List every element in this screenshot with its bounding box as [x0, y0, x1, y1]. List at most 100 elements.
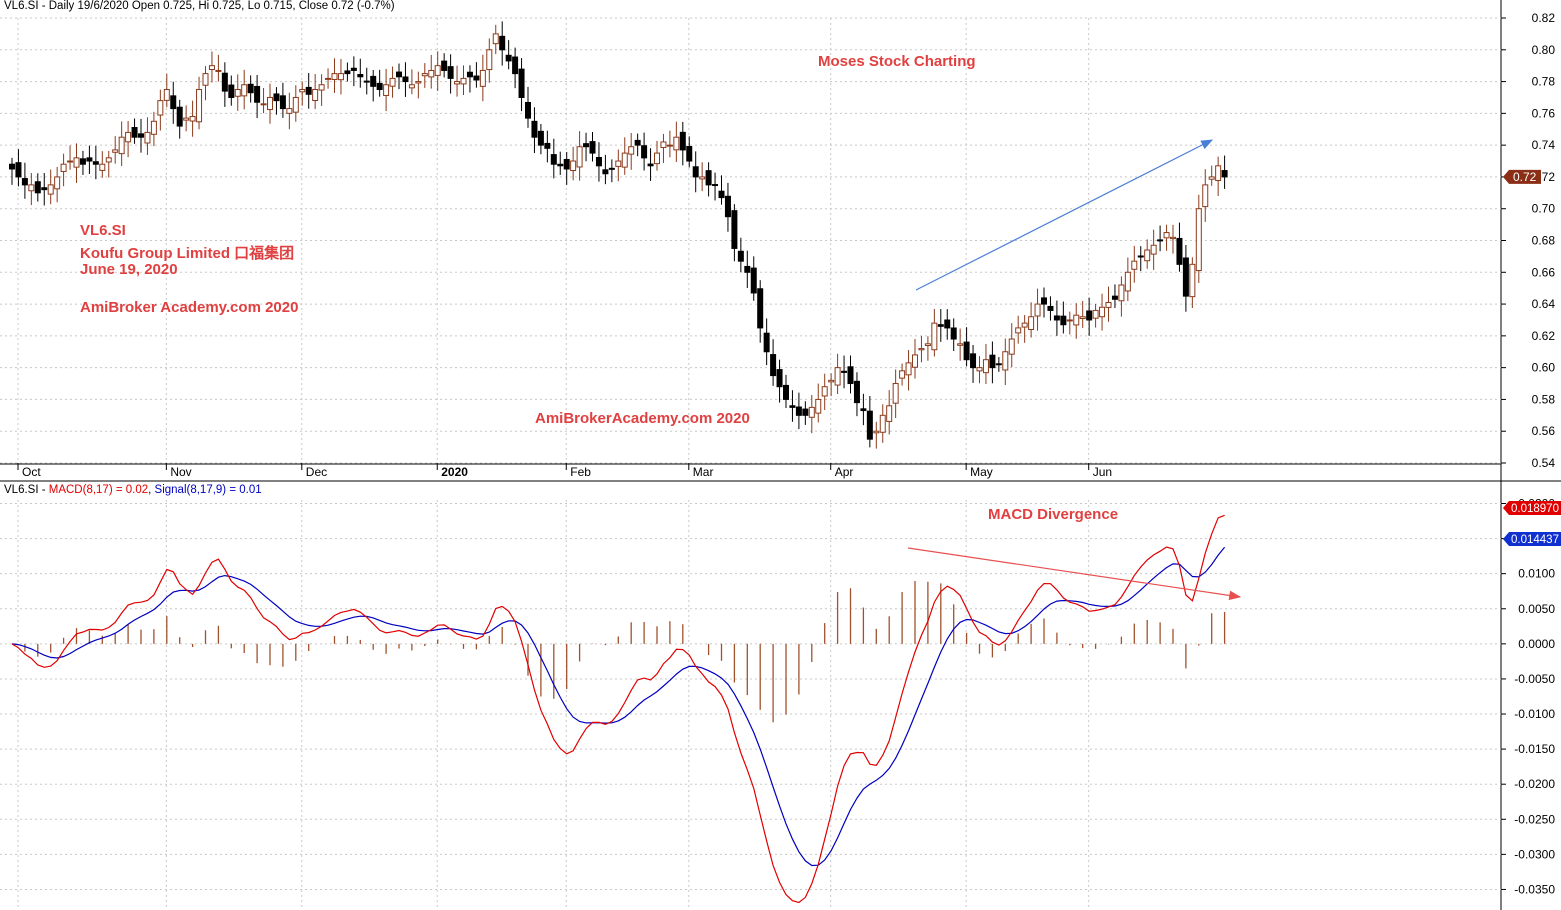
candle-body — [1041, 297, 1047, 305]
signal-last-value-tag — [1503, 532, 1561, 546]
macd-last-value-label: 0.018970 — [1511, 503, 1559, 515]
candle-body — [492, 33, 499, 45]
candle-body — [595, 156, 602, 167]
watermark-annotation-1: AmiBroker Academy.com 2020 — [80, 299, 299, 316]
candle-body — [744, 265, 751, 273]
candle-body — [1195, 208, 1202, 272]
candle-body — [1170, 236, 1176, 240]
candle-body — [1099, 306, 1106, 318]
month-tick-label: Mar — [693, 465, 714, 479]
candle-body — [699, 176, 706, 180]
candle-body — [47, 184, 54, 195]
macd-divergence-annotation: MACD Divergence — [988, 506, 1119, 523]
candle-body — [905, 362, 912, 376]
candle-body — [1163, 232, 1170, 239]
candle-body — [531, 120, 538, 138]
candle-body — [247, 83, 254, 94]
candle-body — [363, 80, 370, 83]
candle-body — [641, 145, 648, 159]
candle-body — [924, 343, 931, 347]
candle-body — [357, 74, 364, 78]
last-price-label: 0.72 — [1513, 170, 1537, 184]
candle-body — [221, 72, 228, 92]
candle-body — [957, 343, 964, 346]
candle-body — [763, 332, 770, 353]
candle-body — [260, 103, 267, 106]
macd-last-value-tag — [1503, 501, 1561, 515]
candle-body — [428, 69, 435, 78]
candle-body — [344, 70, 351, 75]
macd-header-symbol: VL6.SI - — [4, 484, 49, 496]
candle-body — [602, 169, 609, 175]
candle-body — [576, 146, 583, 168]
candle-body — [286, 108, 293, 114]
candle-body — [73, 157, 80, 168]
candle-body — [1131, 260, 1138, 270]
candle-body — [292, 96, 299, 113]
candle-body — [1053, 315, 1060, 321]
candle-body — [389, 77, 396, 87]
macd-tick-label: -0.0050 — [1514, 672, 1555, 686]
candle-body — [570, 160, 577, 172]
price-panel-header: VL6.SI - Daily 19/6/2020 Open 0.725, Hi … — [4, 0, 395, 12]
candle-body — [750, 267, 757, 294]
candle-body — [808, 406, 815, 418]
candle-body — [421, 73, 428, 77]
macd-tick-label: -0.0200 — [1514, 777, 1555, 791]
candle-body — [776, 369, 783, 388]
candle-body — [518, 68, 525, 98]
candle-body — [550, 154, 557, 165]
candle-body — [460, 77, 467, 85]
candle-body — [1060, 315, 1067, 326]
candle-body — [325, 77, 332, 80]
candle-body — [396, 71, 402, 78]
candle-body — [350, 67, 357, 71]
candle-body — [673, 136, 680, 151]
candle-body — [1221, 170, 1228, 178]
candle-body — [163, 89, 170, 101]
price-tick-label: 0.78 — [1532, 75, 1556, 89]
candle-body — [41, 187, 48, 191]
candle-body — [318, 84, 325, 91]
price-tick-label: 0.76 — [1532, 106, 1556, 120]
candle-body — [795, 406, 802, 416]
candle-body — [931, 322, 938, 351]
candle-body — [1111, 295, 1118, 300]
candle-body — [892, 383, 899, 404]
candle-body — [544, 142, 551, 149]
macd-tick-label: -0.0300 — [1514, 847, 1555, 861]
month-tick-label: May — [970, 465, 993, 479]
candle-body — [802, 408, 809, 416]
candle-body — [705, 170, 712, 186]
price-trend-arrow — [915, 139, 1214, 291]
month-tick-label: Dec — [306, 465, 327, 479]
candle-body — [525, 101, 531, 119]
candle-body — [899, 370, 906, 379]
candle-body — [944, 319, 951, 329]
candle-body — [337, 73, 344, 81]
price-tick-label: 0.62 — [1532, 329, 1556, 343]
candle-body — [1073, 314, 1080, 326]
candle-body — [828, 379, 835, 383]
candle-body — [402, 76, 409, 83]
candle-body — [589, 141, 596, 154]
candle-body — [1105, 301, 1112, 308]
macd-divergence-arrow — [907, 547, 1242, 601]
candle-body — [770, 354, 777, 377]
candle-body — [512, 56, 519, 75]
candle-body — [1176, 237, 1183, 265]
candle-body — [1034, 303, 1041, 317]
candle-body — [60, 163, 67, 172]
price-tick-label: 0.58 — [1532, 392, 1556, 406]
macd-header-sep: , — [148, 484, 155, 496]
candle-body — [789, 405, 796, 408]
chart-title-annotation: Moses Stock Charting — [818, 53, 976, 70]
candle-body — [1157, 239, 1164, 242]
candle-body — [299, 89, 306, 93]
candle-body — [757, 288, 764, 329]
candle-body — [1066, 319, 1073, 322]
date-annotation: June 19, 2020 — [80, 261, 178, 278]
candle-body — [815, 398, 822, 414]
candle-body — [731, 210, 738, 249]
